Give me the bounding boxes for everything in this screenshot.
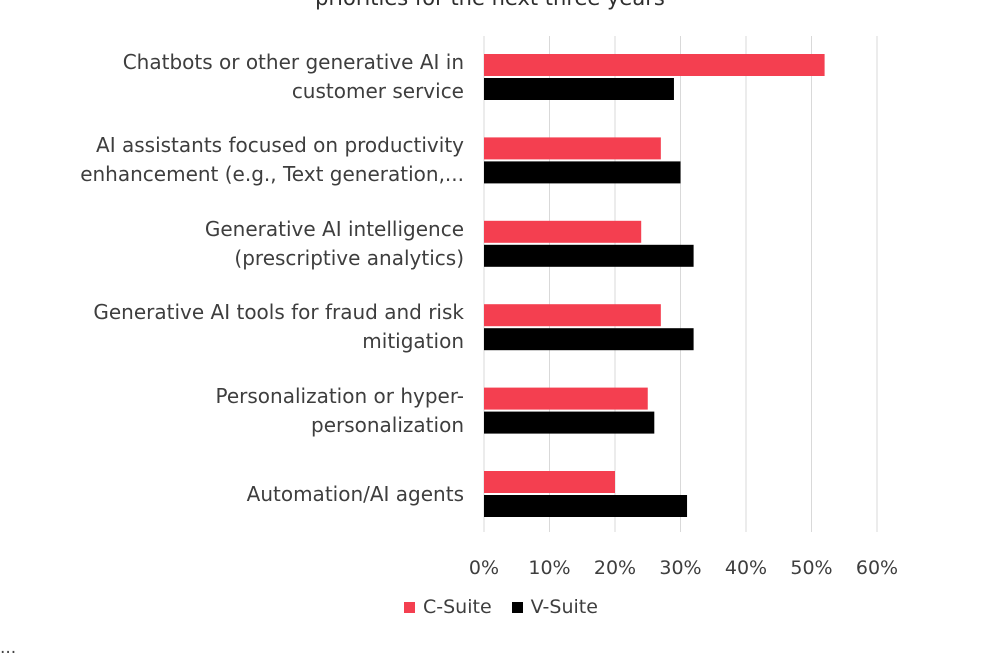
category-label: AI assistants focused on productivity enh…: [40, 131, 464, 189]
legend-label-c-suite: C-Suite: [423, 596, 492, 618]
category-label: Generative AI intelligence (prescriptive …: [40, 215, 464, 273]
bar-c-suite-3: [484, 304, 661, 327]
x-tick-label: 10%: [528, 557, 570, 579]
legend: C-Suite V-Suite: [404, 596, 618, 618]
legend-item-v-suite: V-Suite: [511, 596, 598, 618]
bar-c-suite-5: [484, 471, 615, 493]
category-label-line: Generative AI tools for fraud and risk: [93, 300, 464, 325]
chart-title: priorities for the next three years: [0, 0, 980, 10]
legend-swatch-c-suite: [404, 601, 415, 613]
bar-v-suite-3: [484, 328, 694, 351]
category-label-line: Chatbots or other generative AI in: [122, 50, 464, 74]
category-label-line: mitigation: [362, 329, 464, 354]
category-label-line: customer service: [291, 79, 464, 103]
bar-c-suite-0: [484, 54, 825, 76]
bar-c-suite-1: [484, 137, 661, 160]
category-label-line: (prescriptive analytics): [234, 245, 464, 270]
bar-c-suite-4: [484, 387, 648, 410]
x-tick-label: 40%: [725, 557, 767, 579]
x-tick-label: 50%: [790, 557, 832, 579]
source-note: ...: [0, 638, 17, 658]
category-label: Automation/AI agents: [40, 480, 464, 509]
legend-item-c-suite: C-Suite: [404, 596, 492, 618]
x-tick-label: 30%: [659, 557, 701, 579]
bar-v-suite-5: [484, 495, 688, 517]
category-label-line: Generative AI intelligence: [204, 216, 464, 241]
x-tick-label: 0%: [469, 557, 499, 579]
legend-swatch-v-suite: [511, 601, 523, 613]
category-label-line: personalization: [311, 412, 464, 437]
category-label-line: Personalization or hyper-: [215, 383, 465, 408]
bar-v-suite-2: [484, 244, 694, 267]
bar-c-suite-2: [484, 220, 642, 243]
category-label: Personalization or hyper-personalization: [40, 382, 465, 440]
bar-v-suite-4: [484, 411, 655, 434]
x-tick-label: 20%: [594, 557, 636, 579]
category-label-line: Automation/AI agents: [246, 481, 464, 506]
category-label: Chatbots or other generative AI in custom…: [40, 48, 464, 106]
bar-v-suite-1: [484, 161, 681, 184]
category-label-line: AI assistants focused on productivity: [96, 133, 464, 158]
legend-label-v-suite: V-Suite: [530, 596, 598, 618]
category-label: Generative AI tools for fraud and risk mi…: [40, 298, 464, 356]
category-label-line: enhancement (e.g., Text generation,...: [80, 162, 464, 187]
bar-v-suite-0: [484, 78, 674, 100]
x-tick-label: 60%: [856, 557, 898, 579]
